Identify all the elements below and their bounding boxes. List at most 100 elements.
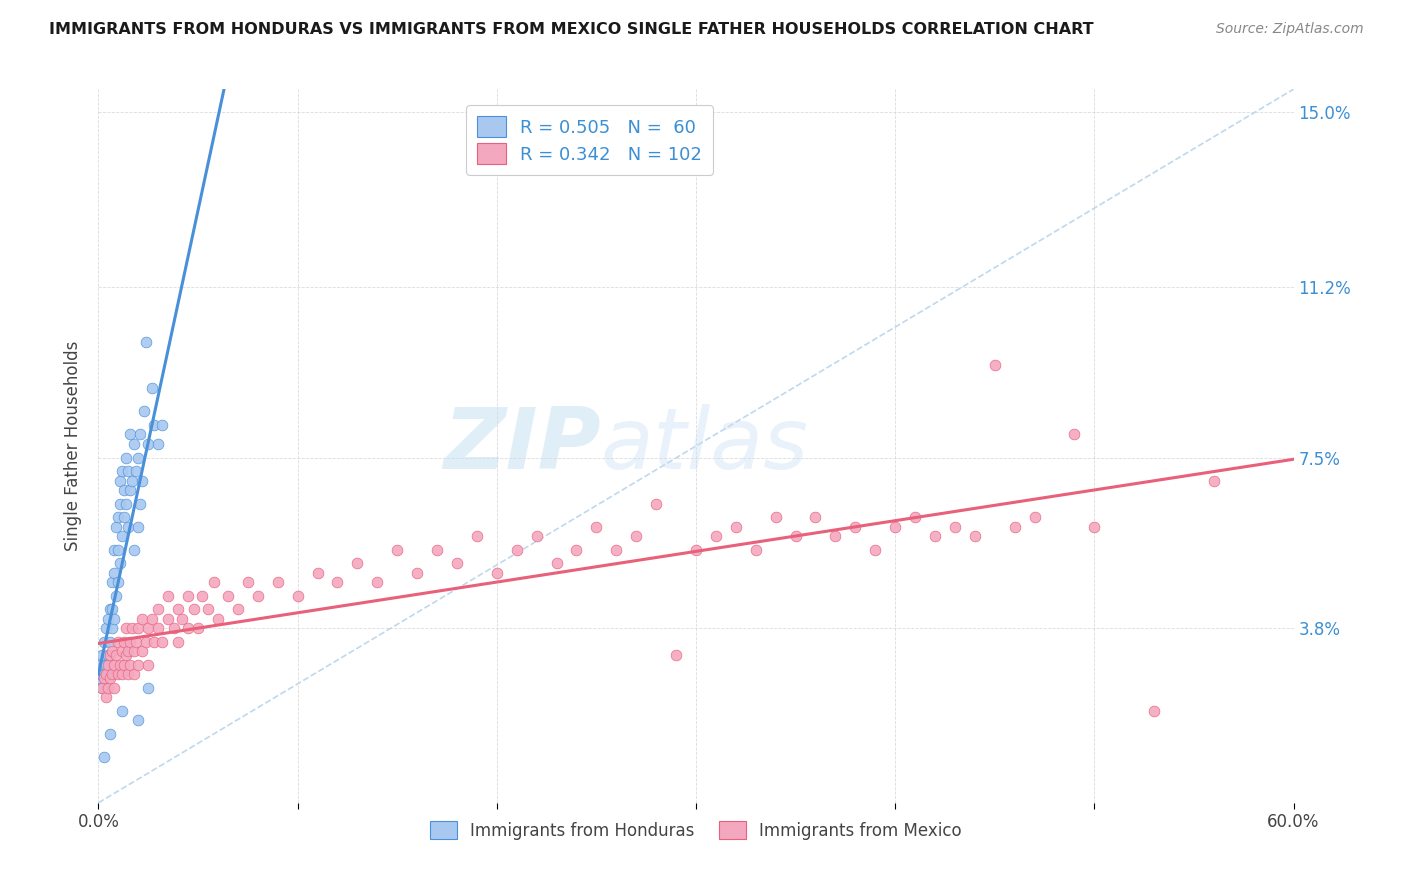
- Point: [406, 566, 429, 580]
- Point: [101, 666, 124, 681]
- Point: [131, 474, 153, 488]
- Point: [98, 727, 122, 741]
- Point: [96, 621, 118, 635]
- Point: [804, 510, 827, 524]
- Point: [943, 519, 966, 533]
- Point: [89, 657, 111, 672]
- Point: [904, 510, 927, 524]
- Point: [97, 612, 120, 626]
- Point: [844, 519, 866, 533]
- Point: [107, 634, 129, 648]
- Y-axis label: Single Father Households: Single Father Households: [65, 341, 83, 551]
- Point: [110, 497, 132, 511]
- Point: [127, 519, 149, 533]
- Point: [117, 464, 139, 478]
- Point: [101, 574, 124, 589]
- Point: [97, 648, 120, 663]
- Point: [665, 648, 688, 663]
- Point: [115, 450, 138, 465]
- Point: [111, 704, 134, 718]
- Point: [120, 657, 142, 672]
- Point: [93, 634, 115, 648]
- Point: [824, 529, 846, 543]
- Point: [1024, 510, 1046, 524]
- Text: ZIP: ZIP: [443, 404, 600, 488]
- Point: [96, 666, 118, 681]
- Point: [129, 427, 152, 442]
- Point: [96, 690, 118, 704]
- Point: [924, 529, 946, 543]
- Point: [704, 529, 727, 543]
- Point: [167, 634, 190, 648]
- Point: [366, 574, 388, 589]
- Point: [101, 644, 124, 658]
- Point: [246, 589, 269, 603]
- Point: [884, 519, 907, 533]
- Point: [131, 644, 153, 658]
- Point: [785, 529, 807, 543]
- Point: [89, 672, 111, 686]
- Point: [585, 519, 607, 533]
- Point: [465, 529, 488, 543]
- Point: [134, 404, 156, 418]
- Point: [136, 657, 159, 672]
- Point: [91, 648, 114, 663]
- Point: [148, 436, 170, 450]
- Point: [307, 566, 329, 580]
- Point: [143, 634, 166, 648]
- Point: [105, 589, 128, 603]
- Point: [172, 612, 194, 626]
- Point: [127, 713, 149, 727]
- Point: [110, 657, 132, 672]
- Point: [115, 621, 138, 635]
- Point: [135, 335, 157, 350]
- Point: [167, 602, 190, 616]
- Point: [506, 542, 529, 557]
- Point: [93, 672, 115, 686]
- Point: [202, 574, 225, 589]
- Point: [446, 557, 468, 571]
- Point: [111, 644, 134, 658]
- Point: [150, 634, 173, 648]
- Point: [96, 681, 118, 695]
- Point: [107, 510, 129, 524]
- Point: [236, 574, 259, 589]
- Point: [177, 621, 200, 635]
- Point: [141, 612, 163, 626]
- Point: [207, 612, 229, 626]
- Point: [141, 381, 163, 395]
- Point: [112, 657, 135, 672]
- Point: [605, 542, 627, 557]
- Point: [1202, 474, 1225, 488]
- Text: IMMIGRANTS FROM HONDURAS VS IMMIGRANTS FROM MEXICO SINGLE FATHER HOUSEHOLDS CORR: IMMIGRANTS FROM HONDURAS VS IMMIGRANTS F…: [49, 22, 1094, 37]
- Point: [124, 644, 146, 658]
- Point: [426, 542, 449, 557]
- Point: [984, 359, 1007, 373]
- Point: [125, 634, 148, 648]
- Point: [98, 648, 122, 663]
- Point: [107, 574, 129, 589]
- Point: [127, 621, 149, 635]
- Point: [150, 418, 173, 433]
- Point: [124, 542, 146, 557]
- Point: [963, 529, 986, 543]
- Point: [127, 450, 149, 465]
- Point: [745, 542, 768, 557]
- Point: [111, 666, 134, 681]
- Point: [1083, 519, 1105, 533]
- Point: [157, 612, 180, 626]
- Point: [93, 666, 115, 681]
- Point: [107, 542, 129, 557]
- Point: [148, 602, 170, 616]
- Point: [98, 672, 122, 686]
- Point: [121, 474, 143, 488]
- Point: [97, 681, 120, 695]
- Point: [103, 542, 125, 557]
- Point: [131, 612, 153, 626]
- Point: [96, 657, 118, 672]
- Point: [117, 644, 139, 658]
- Point: [124, 436, 146, 450]
- Point: [105, 519, 128, 533]
- Point: [115, 497, 138, 511]
- Point: [103, 612, 125, 626]
